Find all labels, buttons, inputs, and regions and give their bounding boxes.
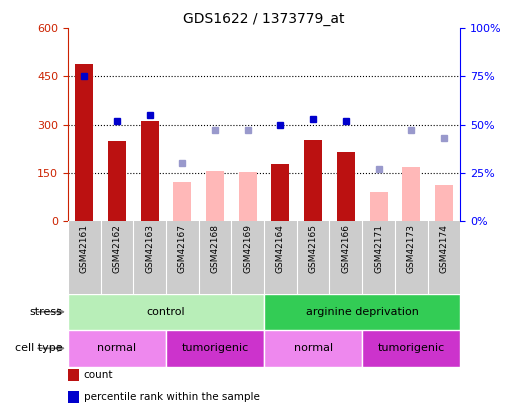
Text: GSM42165: GSM42165 [309, 224, 317, 273]
Bar [174, 182, 191, 221]
Text: GSM42163: GSM42163 [145, 224, 154, 273]
Text: GSM42169: GSM42169 [243, 224, 252, 273]
Bar [370, 192, 388, 221]
Text: GSM42164: GSM42164 [276, 224, 285, 273]
Bar [75, 64, 93, 221]
Text: percentile rank within the sample: percentile rank within the sample [84, 392, 259, 402]
Text: tumorigenic: tumorigenic [378, 343, 445, 353]
Bar [166, 330, 264, 367]
Bar [68, 294, 264, 330]
Bar [108, 141, 126, 221]
Bar [141, 122, 158, 221]
Text: count: count [84, 370, 113, 379]
Text: GSM42161: GSM42161 [80, 224, 89, 273]
Title: GDS1622 / 1373779_at: GDS1622 / 1373779_at [184, 12, 345, 26]
Bar [206, 171, 224, 221]
Text: GSM42168: GSM42168 [211, 224, 220, 273]
Text: control: control [147, 307, 185, 317]
Text: GSM42167: GSM42167 [178, 224, 187, 273]
Bar [362, 330, 460, 367]
Text: tumorigenic: tumorigenic [181, 343, 249, 353]
Bar [239, 172, 257, 221]
Bar [264, 294, 460, 330]
Text: arginine deprivation: arginine deprivation [306, 307, 418, 317]
Bar [264, 330, 362, 367]
Text: GSM42166: GSM42166 [342, 224, 350, 273]
Text: normal: normal [97, 343, 137, 353]
Text: GSM42171: GSM42171 [374, 224, 383, 273]
Text: normal: normal [293, 343, 333, 353]
Text: cell type: cell type [15, 343, 63, 353]
Text: GSM42174: GSM42174 [439, 224, 448, 273]
Bar [402, 167, 420, 221]
Text: GSM42162: GSM42162 [112, 224, 121, 273]
Text: GSM42173: GSM42173 [407, 224, 416, 273]
Bar [271, 164, 289, 221]
Bar [337, 152, 355, 221]
Bar [435, 185, 453, 221]
Text: stress: stress [30, 307, 63, 317]
Bar [68, 330, 166, 367]
Bar [304, 140, 322, 221]
